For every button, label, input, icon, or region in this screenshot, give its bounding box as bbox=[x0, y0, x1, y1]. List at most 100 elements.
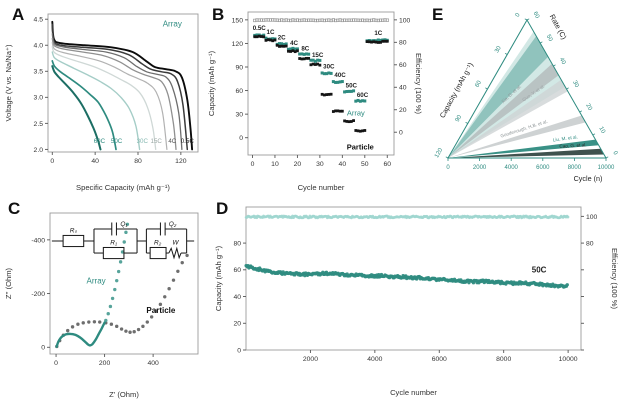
svg-text:4.0: 4.0 bbox=[34, 43, 44, 50]
svg-text:100: 100 bbox=[399, 17, 411, 24]
label-r1: R₁ bbox=[110, 240, 117, 247]
svg-text:15C: 15C bbox=[151, 138, 163, 145]
svg-text:80: 80 bbox=[586, 240, 594, 247]
panel-label-d: D bbox=[216, 199, 229, 218]
svg-text:8C: 8C bbox=[301, 46, 309, 53]
svg-text:60: 60 bbox=[383, 161, 391, 168]
svg-text:Cao, G. et al.: Cao, G. et al. bbox=[559, 142, 586, 149]
svg-text:30: 30 bbox=[571, 80, 580, 89]
panel-c-nyquist-chart: 0 200 400 0 -200 -400 Z' (Ohm) Z'' (Ohm) Array Pa… bbox=[4, 212, 199, 399]
resistor-r2-symbol bbox=[149, 246, 167, 260]
svg-text:400: 400 bbox=[147, 360, 159, 367]
svg-text:0: 0 bbox=[41, 345, 45, 352]
panel-label-a: A bbox=[12, 5, 25, 24]
svg-text:Array: Array bbox=[163, 19, 182, 28]
svg-text:80: 80 bbox=[134, 158, 142, 165]
svg-text:Liu, M. et al.: Liu, M. et al. bbox=[553, 134, 578, 142]
svg-text:40: 40 bbox=[558, 57, 567, 66]
svg-text:120: 120 bbox=[175, 158, 187, 165]
svg-text:20: 20 bbox=[584, 103, 593, 112]
svg-text:0: 0 bbox=[50, 158, 54, 165]
panel-label-c: C bbox=[8, 199, 21, 218]
svg-text:60C: 60C bbox=[357, 92, 369, 99]
svg-text:0: 0 bbox=[239, 135, 243, 142]
svg-text:Z'' (Ohm): Z'' (Ohm) bbox=[4, 267, 13, 299]
svg-text:Capacity (mAh g⁻¹): Capacity (mAh g⁻¹) bbox=[214, 245, 223, 311]
svg-text:2000: 2000 bbox=[303, 356, 318, 363]
label-q2: Q₂ bbox=[169, 221, 177, 228]
svg-text:4000: 4000 bbox=[505, 165, 519, 171]
svg-text:50C: 50C bbox=[111, 138, 123, 145]
svg-text:10000: 10000 bbox=[559, 356, 578, 363]
svg-text:60: 60 bbox=[532, 11, 541, 20]
svg-text:60: 60 bbox=[233, 267, 241, 274]
label-rs: Rₛ bbox=[70, 228, 78, 235]
panel-e-performance-fan-chart: Xia, D. et al. Guo, Y. et al.Goodenough, … bbox=[434, 11, 618, 183]
svg-text:30C: 30C bbox=[323, 64, 335, 71]
svg-text:1C: 1C bbox=[374, 30, 382, 37]
svg-text:Capacity (mAh g⁻¹): Capacity (mAh g⁻¹) bbox=[207, 50, 216, 116]
svg-text:0: 0 bbox=[399, 130, 403, 137]
svg-text:8000: 8000 bbox=[496, 356, 511, 363]
svg-text:3.0: 3.0 bbox=[34, 95, 44, 102]
svg-text:40: 40 bbox=[91, 158, 99, 165]
svg-text:60C: 60C bbox=[94, 138, 106, 145]
label-r2: R₂ bbox=[154, 240, 162, 247]
svg-text:1C: 1C bbox=[267, 29, 275, 36]
panel-d-long-cycling-chart: 2000 4000 6000 8000 10000 0 20 40 60 80 80 100 Cycle… bbox=[214, 206, 619, 397]
svg-text:Cycle (n): Cycle (n) bbox=[574, 174, 603, 183]
svg-text:0: 0 bbox=[515, 12, 522, 18]
svg-text:0.5C: 0.5C bbox=[181, 138, 195, 145]
svg-text:10000: 10000 bbox=[598, 165, 615, 171]
svg-text:4C: 4C bbox=[290, 40, 298, 47]
svg-text:Z' (Ohm): Z' (Ohm) bbox=[109, 390, 139, 399]
equivalent-circuit-inset: Rₛ Q₁ R₁ Q₂ R₂ W bbox=[51, 221, 195, 260]
svg-text:-400: -400 bbox=[31, 237, 45, 244]
svg-text:100: 100 bbox=[586, 214, 598, 221]
panel-b-rate-capability-chart: 0 10 20 30 40 50 60 0 30 60 90 120 150 0 20 40 60 80 100 Cy… bbox=[207, 11, 423, 192]
svg-text:90: 90 bbox=[455, 114, 464, 123]
svg-text:Array: Array bbox=[87, 276, 106, 285]
svg-text:Particle: Particle bbox=[347, 143, 374, 152]
svg-text:50: 50 bbox=[361, 161, 369, 168]
warburg-symbol bbox=[168, 246, 182, 260]
svg-text:30: 30 bbox=[235, 112, 243, 119]
svg-text:-200: -200 bbox=[31, 291, 45, 298]
svg-text:120: 120 bbox=[434, 147, 444, 159]
svg-text:20: 20 bbox=[233, 321, 241, 328]
svg-text:2C: 2C bbox=[278, 35, 286, 42]
svg-text:200: 200 bbox=[99, 360, 111, 367]
svg-text:50: 50 bbox=[545, 34, 554, 43]
svg-text:0: 0 bbox=[446, 165, 450, 171]
svg-text:Array: Array bbox=[347, 109, 365, 118]
svg-text:Capacity (mAh g⁻¹): Capacity (mAh g⁻¹) bbox=[438, 61, 475, 120]
svg-text:6000: 6000 bbox=[536, 165, 550, 171]
svg-text:50C: 50C bbox=[532, 265, 547, 274]
panel-a-voltage-capacity-chart: 0 40 80 120 2.0 2.5 3.0 3.5 4.0 4.5 Specific Capac… bbox=[4, 13, 199, 192]
svg-text:Cycle number: Cycle number bbox=[390, 388, 437, 397]
svg-text:80: 80 bbox=[399, 40, 407, 47]
svg-text:4000: 4000 bbox=[367, 356, 382, 363]
svg-text:20: 20 bbox=[294, 161, 302, 168]
panel-label-b: B bbox=[212, 5, 225, 24]
svg-text:2.5: 2.5 bbox=[34, 121, 44, 128]
svg-text:0: 0 bbox=[611, 150, 618, 156]
svg-text:4C: 4C bbox=[168, 138, 176, 145]
svg-text:0: 0 bbox=[237, 347, 241, 354]
resistor-r1-symbol bbox=[102, 246, 125, 260]
svg-text:0: 0 bbox=[54, 360, 58, 367]
svg-text:60: 60 bbox=[235, 88, 243, 95]
svg-text:10: 10 bbox=[597, 126, 606, 135]
svg-text:120: 120 bbox=[232, 41, 244, 48]
svg-text:0.5C: 0.5C bbox=[253, 25, 267, 32]
svg-text:40: 40 bbox=[339, 161, 347, 168]
svg-text:60: 60 bbox=[474, 79, 483, 88]
svg-text:0: 0 bbox=[251, 161, 255, 168]
svg-text:Voltage (V vs. Na/Na⁺): Voltage (V vs. Na/Na⁺) bbox=[4, 44, 13, 121]
label-q1: Q₁ bbox=[120, 221, 127, 228]
svg-text:6000: 6000 bbox=[432, 356, 447, 363]
svg-text:50C: 50C bbox=[346, 82, 358, 89]
svg-text:80: 80 bbox=[233, 240, 241, 247]
svg-text:30: 30 bbox=[316, 161, 324, 168]
svg-text:150: 150 bbox=[232, 17, 244, 24]
